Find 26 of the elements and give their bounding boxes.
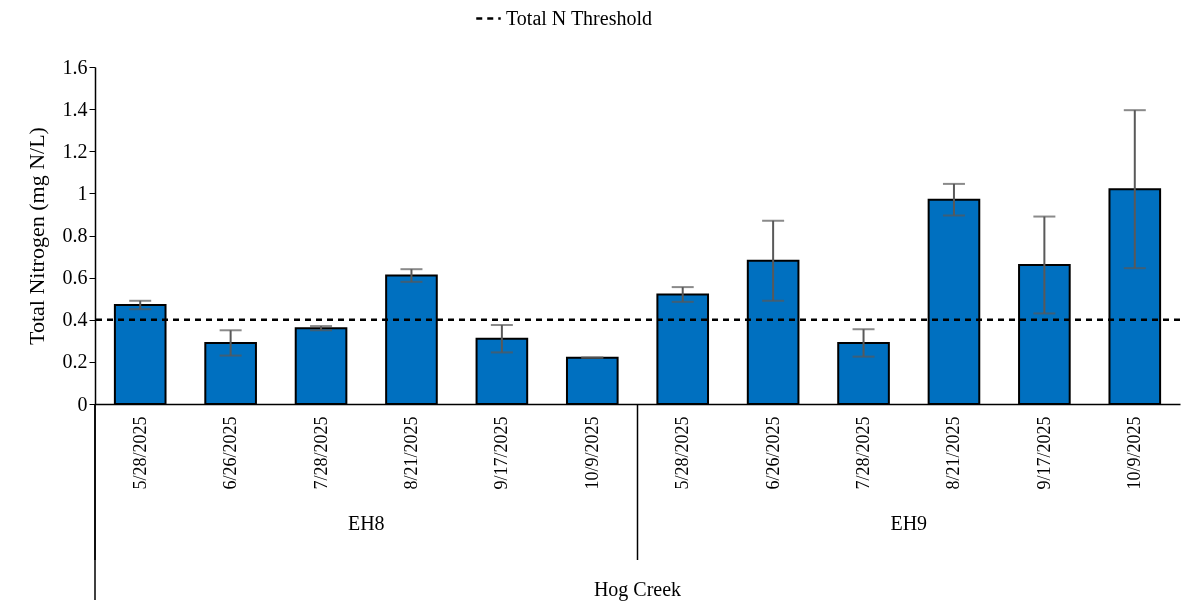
x-tick-label: 7/28/2025 <box>310 416 331 490</box>
text: Hog Creek <box>593 578 682 601</box>
legend-label: Total N Threshold <box>506 6 652 29</box>
x-tick-label: 7/28/2025 <box>853 416 874 490</box>
x-tick-label: 8/21/2025 <box>400 416 421 490</box>
x-tick-label: 6/26/2025 <box>220 416 241 490</box>
text: EH9 <box>890 512 928 534</box>
y-tick-label: 0.2 <box>62 350 88 373</box>
x-tick-label: 9/17/2025 <box>1033 416 1054 490</box>
x-tick-label: 6/26/2025 <box>762 416 783 490</box>
y-tick-label: 0 <box>77 392 88 415</box>
y-tick-label: 1.6 <box>62 55 88 78</box>
y-tick-label: 0.4 <box>62 308 88 331</box>
text: EH8 <box>347 512 385 534</box>
x-tick-label: 5/28/2025 <box>672 416 693 490</box>
y-tick-label: 1.2 <box>62 139 88 162</box>
y-axis-title: Total Nitrogen (mg N/L) <box>23 127 49 345</box>
y-tick-label: 1 <box>77 181 88 204</box>
x-tick-label: 9/17/2025 <box>491 416 512 490</box>
x-tick-label: 10/9/2025 <box>1124 416 1145 490</box>
x-tick-label: 8/21/2025 <box>943 416 964 490</box>
y-tick-label: 0.8 <box>62 224 88 246</box>
x-tick-label: 10/9/2025 <box>581 416 602 490</box>
y-tick-label: 0.6 <box>62 266 88 289</box>
y-tick-label: 1.4 <box>62 97 88 120</box>
x-tick-label: 5/28/2025 <box>129 416 150 490</box>
